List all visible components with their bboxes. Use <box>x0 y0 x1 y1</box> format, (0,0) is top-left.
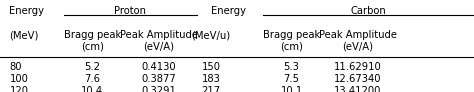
Text: 13.41200: 13.41200 <box>334 86 382 92</box>
Text: 183: 183 <box>201 74 220 84</box>
Text: 5.2: 5.2 <box>84 62 100 72</box>
Text: 7.5: 7.5 <box>283 74 300 84</box>
Text: Peak Amplitude
(eV/A): Peak Amplitude (eV/A) <box>319 30 397 52</box>
Text: Bragg peak
(cm): Bragg peak (cm) <box>64 30 121 52</box>
Text: 11.62910: 11.62910 <box>334 62 382 72</box>
Text: 12.67340: 12.67340 <box>334 74 382 84</box>
Text: 217: 217 <box>201 86 220 92</box>
Text: 80: 80 <box>9 62 22 72</box>
Text: Carbon: Carbon <box>351 6 386 16</box>
Text: 10.4: 10.4 <box>82 86 103 92</box>
Text: (MeV/u): (MeV/u) <box>191 30 230 40</box>
Text: 5.3: 5.3 <box>283 62 300 72</box>
Text: Energy: Energy <box>211 6 246 16</box>
Text: 0.3877: 0.3877 <box>141 74 176 84</box>
Text: Energy: Energy <box>9 6 45 16</box>
Text: Bragg peak
(cm): Bragg peak (cm) <box>263 30 320 52</box>
Text: Proton: Proton <box>114 6 146 16</box>
Text: 7.6: 7.6 <box>84 74 100 84</box>
Text: 150: 150 <box>201 62 220 72</box>
Text: Peak Amplitude
(eV/A): Peak Amplitude (eV/A) <box>120 30 198 52</box>
Text: 0.4130: 0.4130 <box>141 62 176 72</box>
Text: 120: 120 <box>9 86 28 92</box>
Text: 0.3291: 0.3291 <box>141 86 176 92</box>
Text: 10.1: 10.1 <box>281 86 302 92</box>
Text: 100: 100 <box>9 74 28 84</box>
Text: (MeV): (MeV) <box>9 30 39 40</box>
